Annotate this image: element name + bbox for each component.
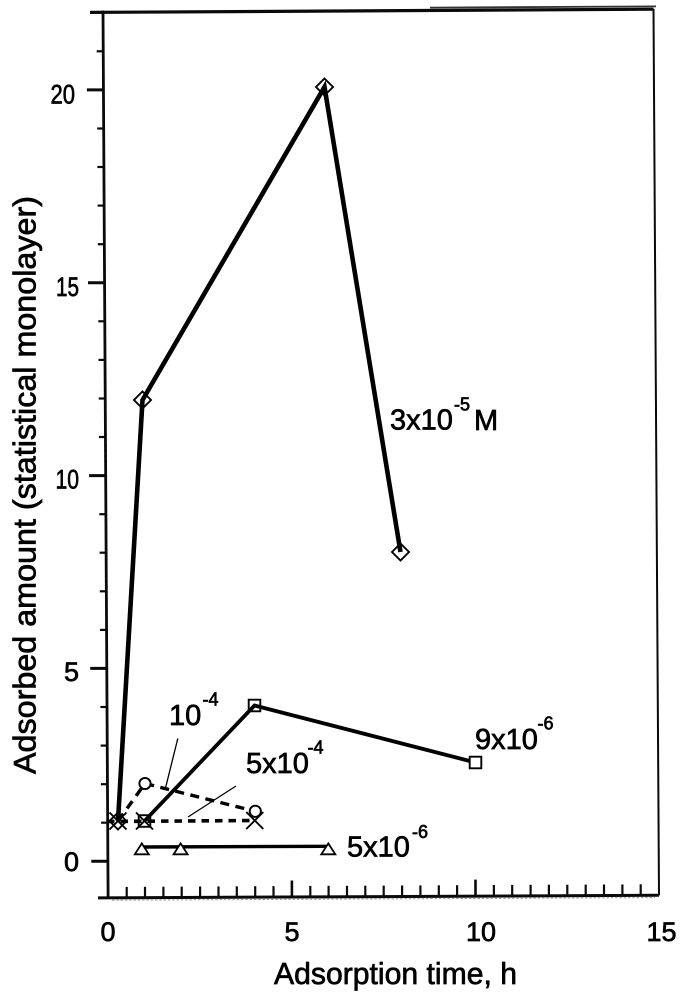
svg-text:-5: -5 [454,395,470,415]
svg-text:5x10: 5x10 [347,832,410,864]
svg-text:-6: -6 [538,714,554,734]
svg-text:-6: -6 [412,822,428,842]
svg-text:Adsorption time, h: Adsorption time, h [274,956,517,991]
svg-text:10: 10 [169,700,201,732]
svg-text:15: 15 [56,272,79,302]
svg-text:9x10: 9x10 [475,724,538,756]
svg-text:5x10: 5x10 [246,748,309,780]
svg-text:3x10: 3x10 [390,405,453,437]
svg-text:0: 0 [100,917,115,947]
svg-text:-4: -4 [308,738,324,758]
svg-text:15: 15 [646,917,676,947]
svg-text:5: 5 [64,657,79,687]
svg-text:M: M [474,405,498,437]
svg-text:10: 10 [56,465,80,495]
svg-text:-4: -4 [203,690,219,710]
svg-text:0: 0 [64,847,79,877]
svg-text:20: 20 [51,80,76,110]
svg-text:10: 10 [466,917,496,947]
svg-text:5: 5 [284,917,299,947]
svg-text:Adsorbed amount (statistical m: Adsorbed amount (statistical monolayer) [7,196,43,774]
